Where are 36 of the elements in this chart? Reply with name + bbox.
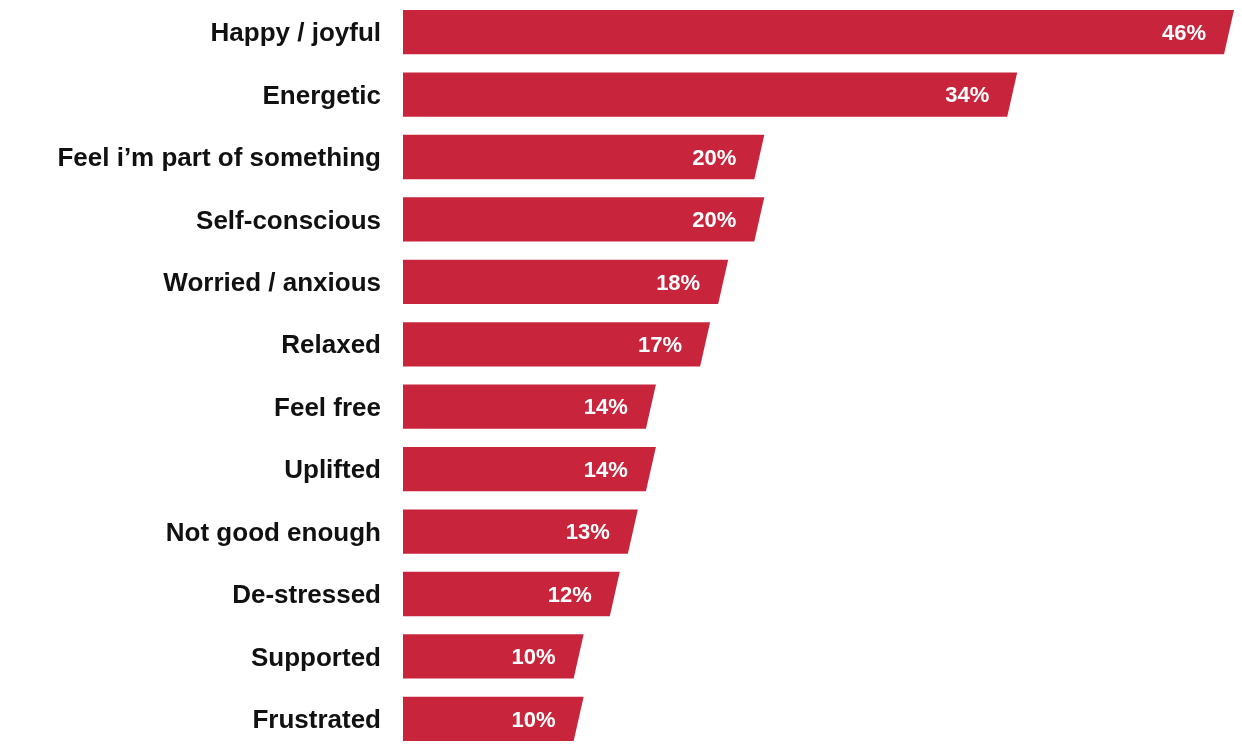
y-tick-label: Feel free bbox=[274, 391, 381, 422]
data-label: 10% bbox=[511, 644, 556, 670]
bar bbox=[403, 509, 638, 554]
bar bbox=[403, 322, 711, 367]
y-tick-label: Supported bbox=[251, 641, 381, 672]
bar bbox=[403, 634, 584, 679]
bar bbox=[403, 134, 765, 180]
y-tick-label: Self-conscious bbox=[196, 204, 381, 235]
y-tick-label: Happy / joyful bbox=[210, 17, 381, 48]
data-label: 14% bbox=[583, 456, 628, 482]
y-tick-label: Not good enough bbox=[165, 516, 381, 547]
data-label: 13% bbox=[565, 519, 610, 545]
bar bbox=[403, 446, 656, 492]
bar bbox=[403, 696, 584, 741]
data-label: 12% bbox=[547, 581, 592, 607]
y-tick-label: Frustrated bbox=[252, 703, 381, 734]
data-label: 46% bbox=[1161, 19, 1206, 45]
y-tick-label: Relaxed bbox=[281, 329, 381, 360]
data-label: 34% bbox=[945, 82, 990, 108]
data-label: 10% bbox=[511, 706, 556, 732]
y-tick-label: Uplifted bbox=[284, 454, 381, 485]
y-tick-label: Worried / anxious bbox=[163, 266, 381, 297]
data-label: 20% bbox=[692, 144, 737, 170]
data-label: 14% bbox=[583, 394, 628, 420]
bar bbox=[403, 72, 1018, 117]
bar bbox=[403, 259, 729, 305]
bar bbox=[403, 10, 1234, 55]
y-tick-label: Energetic bbox=[262, 79, 381, 110]
bar bbox=[403, 384, 656, 429]
data-label: 17% bbox=[638, 331, 683, 357]
y-tick-label: De-stressed bbox=[232, 579, 381, 610]
data-label: 20% bbox=[692, 207, 737, 233]
bar bbox=[403, 197, 765, 242]
y-tick-label: Feel i’m part of something bbox=[57, 142, 381, 173]
bar bbox=[403, 571, 620, 617]
data-label: 18% bbox=[656, 269, 701, 295]
